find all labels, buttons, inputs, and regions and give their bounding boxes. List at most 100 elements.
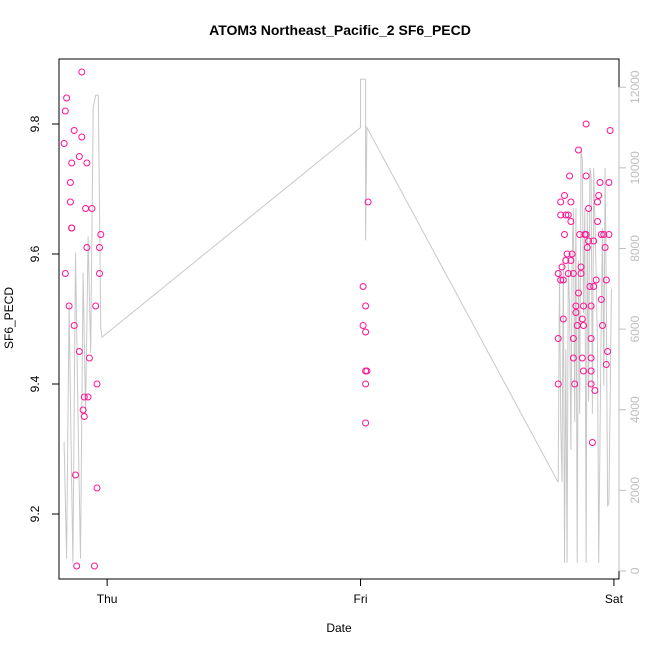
data-point bbox=[554, 270, 562, 277]
data-point bbox=[83, 159, 91, 167]
data-point bbox=[73, 562, 81, 570]
data-point bbox=[568, 250, 576, 258]
data-point bbox=[564, 270, 572, 277]
data-point bbox=[569, 270, 577, 277]
concentration-trace-layer bbox=[63, 78, 612, 563]
data-point bbox=[362, 328, 370, 336]
data-point bbox=[93, 380, 101, 388]
x-tick-label: Thu bbox=[97, 592, 118, 606]
data-point bbox=[75, 153, 83, 160]
y2-tick-label: 6000 bbox=[628, 315, 642, 342]
data-point bbox=[93, 484, 101, 492]
x-axis-label: Date bbox=[326, 621, 352, 635]
data-point bbox=[80, 393, 88, 401]
y2-tick-label: 10000 bbox=[628, 151, 642, 185]
data-point bbox=[594, 218, 601, 225]
data-point bbox=[559, 315, 567, 323]
y2-tick-label: 12000 bbox=[628, 70, 642, 104]
data-point bbox=[606, 127, 614, 134]
data-point bbox=[88, 205, 96, 212]
data-point bbox=[561, 192, 568, 199]
data-point bbox=[571, 380, 579, 388]
data-point bbox=[563, 250, 571, 258]
y-axis-label: SF6_PECD bbox=[2, 287, 16, 349]
plot-frame bbox=[58, 58, 620, 580]
data-point bbox=[554, 380, 562, 388]
data-point bbox=[364, 198, 372, 206]
data-point bbox=[567, 198, 575, 206]
data-point bbox=[592, 276, 600, 284]
data-point bbox=[578, 354, 586, 362]
data-point bbox=[587, 354, 595, 362]
data-point bbox=[585, 205, 593, 212]
y2-tick-label: 8000 bbox=[628, 235, 642, 262]
data-point bbox=[599, 322, 606, 329]
data-point bbox=[359, 283, 367, 290]
data-point bbox=[65, 302, 73, 310]
data-point bbox=[561, 231, 568, 238]
data-point bbox=[585, 237, 593, 245]
data-point bbox=[83, 244, 91, 251]
data-point bbox=[595, 192, 603, 199]
y-tick-label: 9.2 bbox=[28, 505, 42, 522]
data-point bbox=[363, 367, 371, 375]
data-point bbox=[70, 322, 78, 329]
data-point bbox=[590, 237, 598, 245]
data-point bbox=[583, 244, 591, 251]
data-point bbox=[359, 322, 367, 329]
data-point bbox=[580, 302, 587, 310]
data-points-layer bbox=[60, 68, 614, 570]
data-point bbox=[78, 133, 86, 141]
data-point bbox=[97, 231, 105, 238]
data-point bbox=[82, 205, 90, 212]
data-point bbox=[557, 211, 565, 219]
data-point bbox=[66, 179, 74, 186]
axes-layer: Thu Fri Sat 9.2 9.4 9.6 9.8 0 2000 4000 6000 8000 10… bbox=[28, 70, 642, 606]
data-point bbox=[79, 406, 87, 414]
data-point bbox=[557, 198, 565, 206]
data-point bbox=[554, 335, 562, 342]
data-point bbox=[569, 354, 577, 362]
data-point bbox=[594, 198, 601, 206]
data-point bbox=[604, 348, 612, 355]
data-point bbox=[580, 367, 587, 375]
data-point bbox=[96, 270, 103, 277]
data-point bbox=[587, 380, 595, 388]
data-point bbox=[566, 172, 574, 180]
y2-tick-label: 4000 bbox=[628, 396, 642, 423]
data-point bbox=[582, 231, 590, 238]
y2-tick-label: 2000 bbox=[628, 477, 642, 504]
data-point bbox=[601, 244, 609, 251]
data-point bbox=[84, 393, 92, 401]
data-point bbox=[72, 471, 79, 479]
data-point bbox=[600, 231, 608, 238]
data-point bbox=[562, 257, 570, 264]
data-point bbox=[587, 302, 595, 310]
data-point bbox=[586, 283, 594, 290]
y-tick-label: 9.6 bbox=[28, 245, 42, 262]
data-point bbox=[78, 68, 86, 76]
data-point bbox=[605, 231, 613, 238]
data-point bbox=[587, 335, 595, 342]
data-point bbox=[85, 354, 93, 362]
data-point bbox=[575, 289, 582, 297]
data-point bbox=[587, 367, 595, 375]
data-point bbox=[557, 276, 565, 284]
data-point bbox=[564, 211, 572, 219]
data-point bbox=[80, 413, 88, 420]
data-point bbox=[75, 348, 83, 355]
data-point bbox=[92, 302, 100, 310]
data-point bbox=[588, 439, 596, 446]
data-point bbox=[580, 322, 587, 329]
data-point bbox=[575, 146, 582, 154]
data-point bbox=[567, 218, 575, 225]
y-tick-label: 9.4 bbox=[28, 375, 42, 392]
data-point bbox=[567, 257, 575, 264]
data-point bbox=[63, 94, 71, 102]
data-point bbox=[572, 302, 580, 310]
data-point bbox=[362, 419, 370, 427]
data-point bbox=[590, 283, 598, 290]
data-point bbox=[605, 179, 613, 186]
data-point bbox=[66, 198, 74, 206]
